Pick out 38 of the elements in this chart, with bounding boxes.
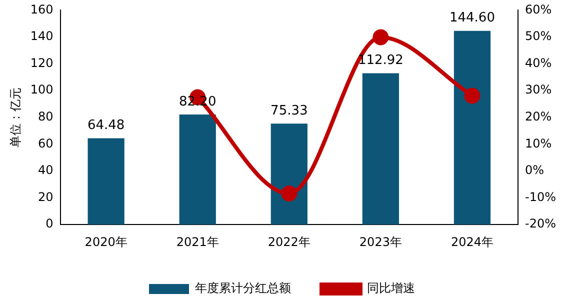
y-tick-label: 100 bbox=[30, 82, 54, 97]
x-tick-label: 2021年 bbox=[176, 234, 219, 249]
x-tick-label: 2020年 bbox=[84, 234, 128, 249]
y2-tick-label: 30% bbox=[525, 82, 552, 97]
y-axis-title: 单位：亿元 bbox=[8, 87, 22, 148]
point bbox=[281, 186, 298, 202]
y2-tick-label: 0% bbox=[525, 163, 544, 178]
bar bbox=[88, 138, 124, 225]
legend-label: 同比增速 bbox=[367, 281, 415, 296]
x-tick-label: 2022年 bbox=[268, 234, 310, 249]
y-tick-label: 60 bbox=[38, 136, 54, 150]
bar bbox=[179, 114, 216, 225]
y-tick-label: 80 bbox=[38, 110, 54, 124]
y-tick-label: 40 bbox=[38, 163, 54, 178]
y2-tick-label: 60% bbox=[525, 2, 552, 16]
data-label: 112.92 bbox=[358, 53, 404, 68]
bar bbox=[270, 124, 308, 225]
x-tick-label: 2023年 bbox=[359, 234, 402, 249]
data-label: 144.60 bbox=[449, 10, 495, 26]
point bbox=[372, 29, 389, 46]
legend-label: 年度累计分红总额 bbox=[195, 281, 291, 296]
y2-tick-label: 10% bbox=[525, 136, 552, 150]
y2-tick-label: 40% bbox=[525, 56, 552, 70]
x-tick-label: 2024年 bbox=[450, 234, 494, 249]
bar bbox=[454, 30, 491, 225]
y2-tick-label: 50% bbox=[525, 29, 552, 44]
data-label: 64.48 bbox=[87, 118, 125, 134]
y2-tick-label: -20% bbox=[525, 216, 556, 231]
y-tick-label: 20 bbox=[38, 190, 54, 204]
y-tick-label: 0 bbox=[46, 216, 54, 231]
y2-tick-label: 20% bbox=[525, 110, 552, 124]
y-tick-label: 140 bbox=[30, 29, 54, 44]
bar bbox=[362, 73, 399, 225]
y-tick-label: 160 bbox=[30, 2, 54, 16]
y-tick-label: 120 bbox=[30, 56, 54, 70]
y2-tick-label: -10% bbox=[525, 190, 556, 204]
data-label: 75.33 bbox=[270, 104, 308, 119]
point bbox=[464, 88, 480, 104]
